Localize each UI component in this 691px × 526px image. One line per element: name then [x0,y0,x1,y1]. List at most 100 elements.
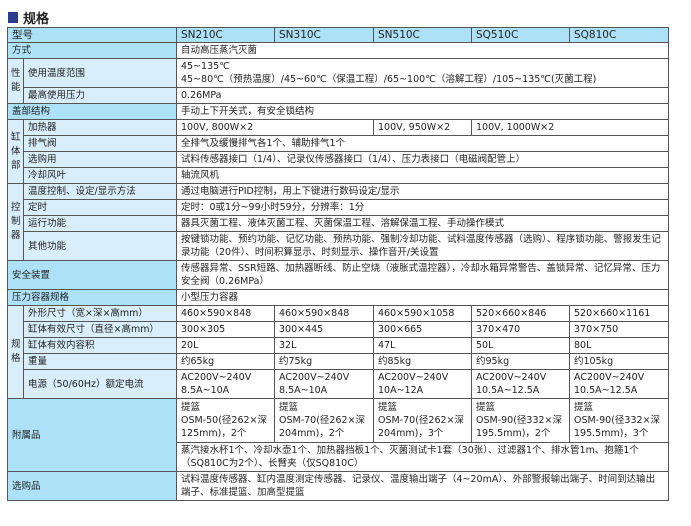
cell: 约85kg [373,353,472,370]
row-label: 缸体有效尺寸（直径×高mm） [23,321,177,338]
row-value: 试料温度传感器、缸内温度测定传感器、记录仪、温度输出端子（4~20mA）、外部警… [176,471,669,501]
row-label: 缸体有效内容积 [23,337,177,354]
cell: 50L [471,337,570,354]
row-value: 100V, 800W×2 [176,119,374,136]
group-label: 缸体部 [7,119,24,184]
table-row: 盖部结构 手动上下开关式，有安全锁结构 [7,103,669,120]
row-label: 盖部结构 [7,103,177,120]
table-row: 运行功能 器具灭菌工程、液体灭菌工程、灭菌保温工程、溶解保温工程、手动操作模式 [8,215,669,232]
row-value: 定时：0或1分~99小时59分，分辨率：1分 [176,199,669,216]
cell: 提篮 OSM-90(径332×深 195.5mm)，2个 [471,398,570,443]
row-value: 全排气及缓慢排气各1个、辅助排气1个 [176,135,669,152]
table-row: 缸体部 加热器 100V, 800W×2 100V, 950W×2 100V, … [7,119,669,184]
cell: AC200V~240V 8.5A~10A [274,369,374,399]
table-row: 重量 约65kg 约75kg 约85kg 约95kg 约105kg [8,353,669,370]
row-value: 传感器异常、SSR短路、加热器断线、防止空烧（液胀式温控器），冷却水箱异常警告、… [176,260,669,290]
cell: 提篮 OSM-90(径332×深 195.5mm)，3个 [569,398,669,443]
table-row: 选购品 试料温度传感器、缸内温度测定传感器、记录仪、温度输出端子（4~20mA）… [7,471,669,501]
cell: 520×660×846 [471,305,570,322]
row-label: 定时 [23,199,177,216]
section-title: 规格 [8,9,50,27]
cell: 520×660×1161 [569,305,669,322]
header-row: 型号 SN210C SN310C SN510C SQ510C SQ810C [7,27,669,43]
cell: 460×590×848 [176,305,275,322]
table-row: 其他功能 按键锁功能、预约功能、记忆功能、预热功能、强制冷却功能、试料温度传感器… [8,231,669,261]
cell: 20L [176,337,275,354]
row-label: 附属品 [7,398,177,472]
row-label: 排气阀 [23,135,177,152]
model-name: SN210C [176,27,275,43]
row-label: 运行功能 [23,215,177,232]
row-label: 冷却风叶 [23,167,177,184]
row-label: 加热器 [23,119,177,136]
model-name: SQ810C [569,27,669,43]
row-label: 使用温度范围 [23,58,177,88]
table-row: 缸体有效尺寸（直径×高mm） 300×305 300×445 300×665 370×… [8,321,669,338]
table-row: 定时 定时：0或1分~99小时59分，分辨率：1分 [8,199,669,216]
title-text: 规格 [23,11,50,27]
table-row: 排气阀 全排气及缓慢排气各1个、辅助排气1个 [8,135,669,152]
cell: 提篮 OSM-70(径262×深 204mm)，2个 [274,398,374,443]
table-row: 压力容器规格 小型压力容器 [7,289,669,306]
cell: 32L [274,337,374,354]
table-row: 蒸汽接水杯1个、冷却水壶1个、加热器挡板1个、灭菌测试卡1套（30张）、过滤器1… [8,442,669,472]
cell: 370×470 [471,321,570,338]
cell: 80L [569,337,669,354]
cell: 约65kg [176,353,275,370]
cell: 300×305 [176,321,275,338]
table-row: 规格 外形尺寸（宽×深×高mm） 460×590×848 460×590×848 4… [7,305,669,399]
table-row: 附属品 提篮 OSM-50(径262×深 125mm)，2个 提篮 OSM-70(径2… [7,398,669,472]
table-row: 缸体有效内容积 20L 32L 47L 50L 80L [8,337,669,354]
model-name: SN510C [373,27,472,43]
row-value: 蒸汽接水杯1个、冷却水壶1个、加热器挡板1个、灭菌测试卡1套（30张）、过滤器1… [176,442,669,472]
row-value: 器具灭菌工程、液体灭菌工程、灭菌保温工程、溶解保温工程、手动操作模式 [176,215,669,232]
row-label: 电源（50/60Hz）额定电流 [23,369,177,399]
spec-table: 型号 SN210C SN310C SN510C SQ510C SQ810C 方式… [7,27,669,501]
row-value: 小型压力容器 [176,289,669,306]
row-label: 最高使用压力 [23,87,177,104]
cell: 47L [373,337,472,354]
group-label: 性能 [7,58,24,104]
table-row: 最高使用压力 0.26MPa [8,87,669,104]
table-row: 冷却风叶 轴流风机 [8,167,669,184]
cell: 提篮 OSM-50(径262×深 125mm)，2个 [176,398,275,443]
row-label: 外形尺寸（宽×深×高mm） [23,305,177,322]
cell: AC200V~240V 10.5A~12.5A [569,369,669,399]
group-label: 规格 [7,305,24,399]
model-name: SQ510C [471,27,570,43]
group-label: 控制器 [7,183,24,261]
row-value: 轴流风机 [176,167,669,184]
row-label: 其他功能 [23,231,177,261]
row-value: 100V, 1000W×2 [471,119,669,136]
cell: 460×590×848 [274,305,374,322]
cell: AC200V~240V 10A~12A [373,369,472,399]
table-row: 方式 自动高压蒸汽灭菌 [7,42,669,59]
row-label: 选购用 [23,151,177,168]
row-value: 通过电脑进行PID控制，用上下键进行数码设定/显示 [176,183,669,200]
row-label: 重量 [23,353,177,370]
row-label: 压力容器规格 [7,289,177,306]
row-value: 试料传感器接口（1/4）、记录仪传感器接口（1/4）、压力表接口（电磁阀配管上） [176,151,669,168]
table-row: 控制器 温度控制、设定/显示方法 通过电脑进行PID控制，用上下键进行数码设定/… [7,183,669,261]
row-value: 100V, 950W×2 [373,119,472,136]
title-marker-icon [8,11,18,23]
table-row: 安全装置 传感器异常、SSR短路、加热器断线、防止空烧（液胀式温控器），冷却水箱… [7,260,669,290]
header-label: 型号 [7,27,177,43]
row-label: 安全装置 [7,260,177,290]
cell: 300×445 [274,321,374,338]
cell: 约105kg [569,353,669,370]
row-value: 0.26MPa [176,87,669,104]
cell: 约75kg [274,353,374,370]
model-name: SN310C [274,27,374,43]
cell: 约95kg [471,353,570,370]
cell: 460×590×1058 [373,305,472,322]
row-label: 选购品 [7,471,177,501]
cell: AC200V~240V 10.5A~12.5A [471,369,570,399]
row-value: 45~135℃ 45~80℃（预热温度）/45~60℃（保温工程）/65~100℃… [176,58,669,88]
cell: 370×750 [569,321,669,338]
cell: 300×665 [373,321,472,338]
cell: AC200V~240V 8.5A~10A [176,369,275,399]
row-value: 自动高压蒸汽灭菌 [176,42,669,59]
cell: 提篮 OSM-70(径262×深 204mm)，3个 [373,398,472,443]
table-row: 性能 使用温度范围 45~135℃ 45~80℃（预热温度）/45~60℃（保温工… [7,58,669,104]
